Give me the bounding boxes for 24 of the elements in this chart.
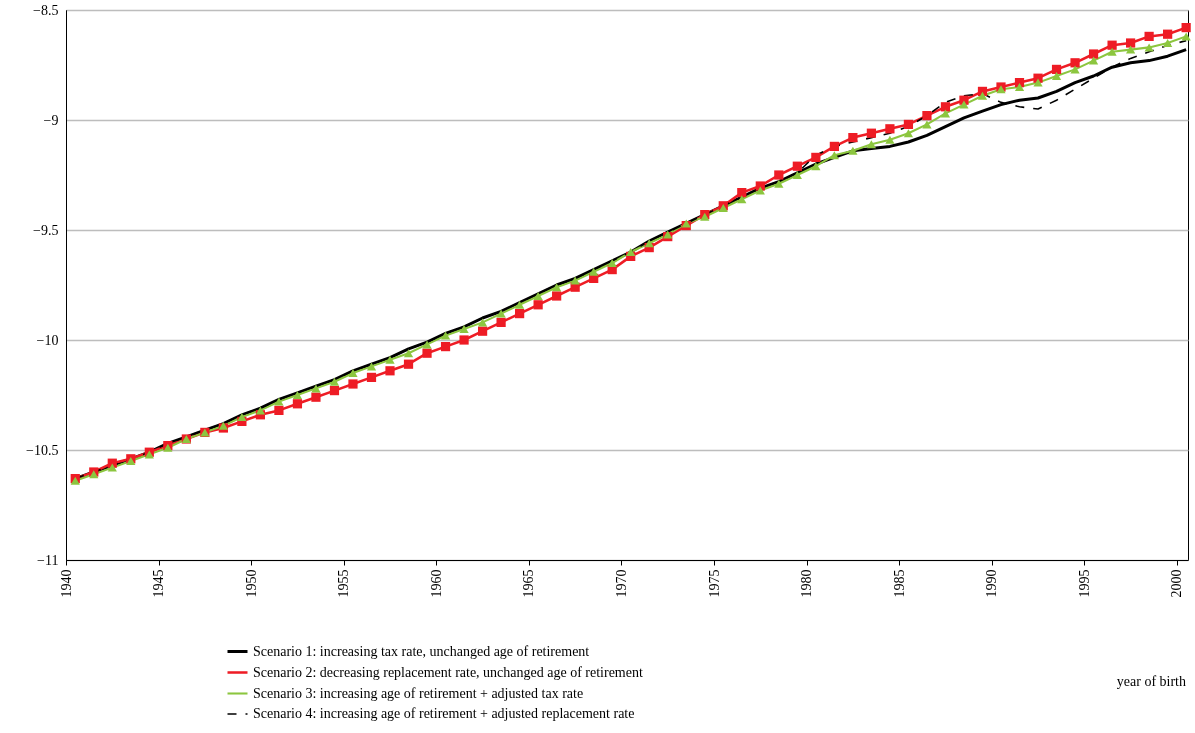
x-tick-label: 1960 [428, 569, 444, 598]
x-tick-label: 1955 [336, 569, 352, 598]
legend-label: Scenario 1: increasing tax rate, unchanged age of retirement [253, 643, 590, 659]
text: year of birth [1116, 674, 1186, 689]
x-tick-label: 2000 [1169, 569, 1185, 598]
x-tick-label: 1940 [58, 569, 74, 598]
x-tick-label: 1950 [243, 569, 259, 598]
x-tick-label: 1980 [799, 569, 815, 598]
y-tick-label: −9.5 [33, 222, 59, 238]
x-tick-label: 1975 [706, 569, 722, 598]
x-tick-label: 1995 [1076, 569, 1092, 598]
x-tick-label: 1990 [984, 569, 1000, 598]
legend-label: Scenario 3: increasing age of retirement + adjusted tax rate [253, 685, 584, 701]
y-tick-label: −9 [43, 112, 59, 128]
y-tick-label: −11 [37, 552, 59, 568]
x-tick-label: 1970 [613, 569, 629, 598]
y-tick-label: −8.5 [33, 2, 59, 18]
legend-label: Scenario 2: decreasing replacement rate, unchanged age of retirement [253, 664, 643, 680]
y-tick-label: −10 [36, 332, 59, 348]
legend-label: Scenario 4: increasing age of retirement + adjusted replacement rate [253, 706, 635, 721]
x-tick-label: 1965 [521, 569, 537, 598]
x-tick-label: 1945 [151, 569, 167, 598]
x-tick-label: 1985 [891, 569, 907, 598]
y-tick-label: −10.5 [26, 442, 59, 458]
